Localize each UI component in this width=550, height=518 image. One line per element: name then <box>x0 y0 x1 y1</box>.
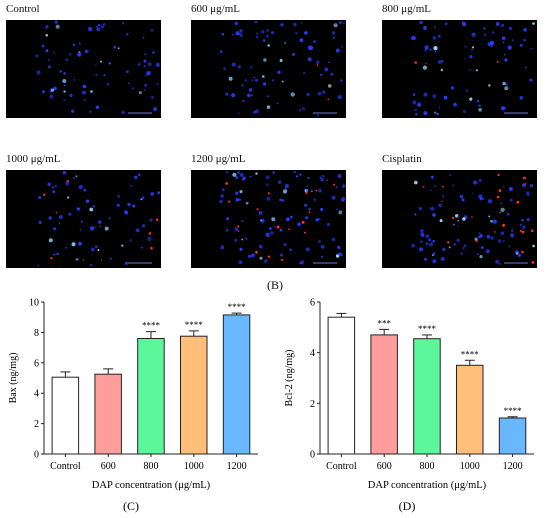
bar-800 <box>137 338 165 455</box>
bcl2-bar-chart: 0 2 4 6 Bcl-2 (ng/mg) Control *** 600 **** 800 ***… <box>284 298 534 513</box>
bar-600 <box>94 373 122 455</box>
significance-marker: **** <box>142 321 161 331</box>
panel-caption: (C) <box>123 499 139 513</box>
y-tick-label: 4 <box>34 389 39 400</box>
x-tick-label: 600 <box>101 461 116 472</box>
x-axis-label: DAP concentration (μg/mL) <box>92 480 211 491</box>
y-tick-label: 2 <box>34 419 39 430</box>
bar-1200 <box>222 314 251 455</box>
bar-600 <box>370 334 398 455</box>
bar-1200 <box>498 417 527 455</box>
significance-marker: **** <box>461 349 480 359</box>
y-tick-label: 0 <box>310 450 315 461</box>
x-axis-label: DAP concentration (μg/mL) <box>368 480 487 491</box>
micrograph-label: 1200 μg/mL <box>191 153 246 165</box>
micrograph-label: Cisplatin <box>382 153 422 165</box>
bax-bar-chart: 0 2 4 6 8 10 Bax (ng/mg) Control 600 **** 800 **** 1… <box>8 298 258 513</box>
y-axis-label: Bax (ng/mg) <box>8 353 19 404</box>
significance-marker: **** <box>418 324 437 334</box>
x-tick-label: 1200 <box>227 461 247 472</box>
significance-marker: **** <box>504 406 522 416</box>
fluorescence-micrograph <box>6 20 161 118</box>
y-tick-label: 10 <box>29 298 39 309</box>
panel-caption: (D) <box>399 499 416 513</box>
micrograph-label: 600 μg/mL <box>191 3 240 15</box>
fluorescence-micrograph <box>382 170 537 268</box>
bar-800 <box>413 338 441 455</box>
y-tick-label: 0 <box>34 450 39 461</box>
micrograph-label: 1000 μg/mL <box>6 153 61 165</box>
significance-marker: *** <box>377 318 391 328</box>
fluorescence-micrograph <box>6 170 161 268</box>
x-tick-label: Control <box>326 461 357 472</box>
bar-control <box>51 376 80 455</box>
x-tick-label: 1200 <box>503 461 523 472</box>
significance-marker: **** <box>228 302 247 312</box>
micrograph-label: 800 μg/mL <box>382 3 431 15</box>
y-tick-label: 6 <box>310 298 315 309</box>
panel-caption-b: (B) <box>267 278 283 292</box>
x-tick-label: 1000 <box>184 461 204 472</box>
y-tick-label: 8 <box>34 328 39 339</box>
x-tick-label: Control <box>50 461 81 472</box>
bar-1000 <box>180 335 208 455</box>
x-tick-label: 1000 <box>460 461 480 472</box>
bar-1000 <box>456 364 484 455</box>
micrograph-label: Control <box>6 3 40 15</box>
x-tick-label: 800 <box>420 461 435 472</box>
y-tick-label: 2 <box>310 399 315 410</box>
y-tick-label: 6 <box>34 358 39 369</box>
fluorescence-micrograph <box>191 170 346 268</box>
fluorescence-micrograph <box>191 20 346 118</box>
x-tick-label: 800 <box>144 461 159 472</box>
y-tick-label: 4 <box>310 348 315 359</box>
x-tick-label: 600 <box>377 461 392 472</box>
bar-control <box>327 316 356 455</box>
fluorescence-micrograph <box>382 20 537 118</box>
significance-marker: **** <box>185 320 204 330</box>
y-axis-label: Bcl-2 (ng/mg) <box>284 350 295 407</box>
